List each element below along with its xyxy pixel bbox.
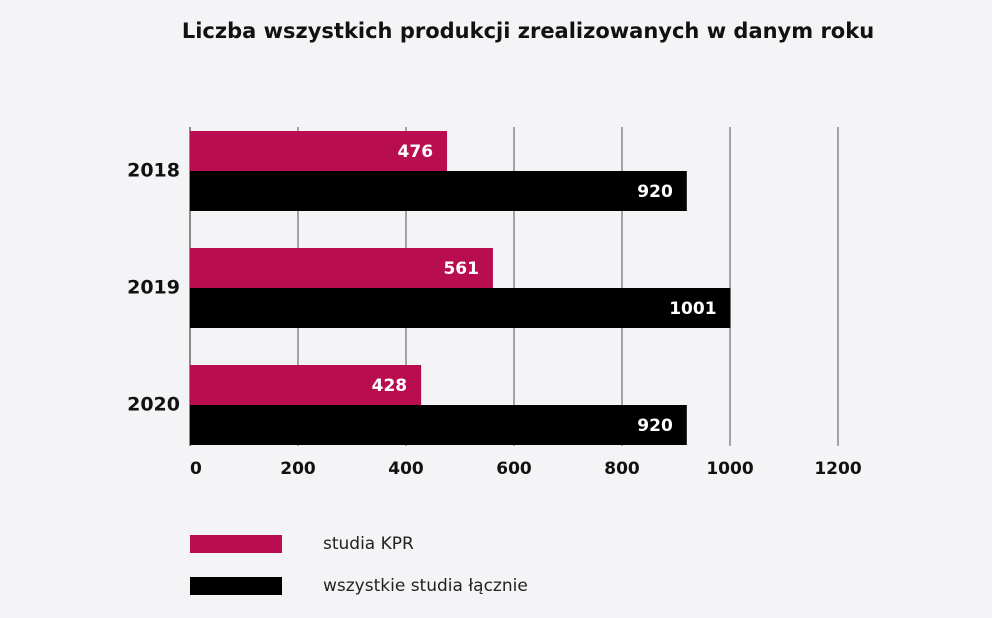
x-tick-label: 800 — [604, 459, 640, 479]
bar — [190, 248, 493, 288]
bar — [190, 405, 687, 445]
bar — [190, 171, 687, 211]
legend-swatch — [190, 535, 282, 553]
bar-value-label: 920 — [637, 416, 673, 436]
bar-value-label: 561 — [443, 259, 479, 279]
y-tick-label: 2020 — [127, 394, 180, 416]
y-tick-label: 2019 — [127, 277, 180, 299]
bar-value-label: 476 — [398, 142, 434, 162]
bar — [190, 288, 731, 328]
bar-value-label: 428 — [372, 376, 408, 396]
y-tick-label: 2018 — [127, 160, 180, 182]
x-tick-label: 0 — [190, 459, 202, 479]
bar-value-label: 1001 — [669, 299, 716, 319]
x-tick-label: 600 — [496, 459, 532, 479]
x-tick-label: 400 — [388, 459, 424, 479]
bar-value-label: 920 — [637, 182, 673, 202]
legend-label: wszystkie studia łącznie — [323, 576, 528, 596]
x-tick-label: 1000 — [706, 459, 753, 479]
legend-label: studia KPR — [323, 534, 414, 554]
x-tick-label: 1200 — [814, 459, 861, 479]
chart-title: Liczba wszystkich produkcji zrealizowany… — [182, 19, 874, 43]
bar — [190, 131, 448, 171]
bar — [190, 365, 422, 405]
x-tick-label: 200 — [280, 459, 316, 479]
legend-swatch — [190, 577, 282, 595]
